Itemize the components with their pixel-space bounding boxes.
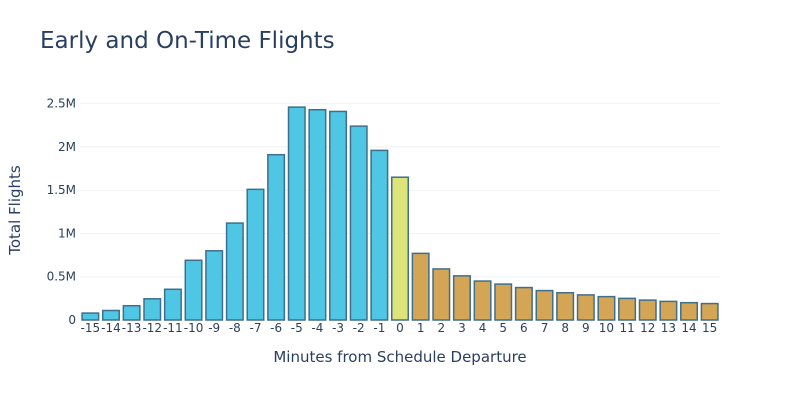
bar[interactable] — [638, 299, 657, 321]
x-axis-title: Minutes from Schedule Departure — [273, 348, 526, 366]
x-tick-label: -11 — [163, 321, 183, 335]
x-tick-label: -6 — [270, 321, 282, 335]
x-tick-label: -10 — [184, 321, 204, 335]
y-tick-label: 2.5M — [47, 97, 76, 111]
bar[interactable] — [329, 110, 348, 321]
x-tick-label: -5 — [291, 321, 303, 335]
bar[interactable] — [184, 259, 203, 321]
x-tick-label: 4 — [479, 321, 487, 335]
x-tick-label: 0 — [396, 321, 404, 335]
bar[interactable] — [432, 268, 451, 321]
bar[interactable] — [287, 106, 306, 321]
x-tick-label: -13 — [122, 321, 142, 335]
bar[interactable] — [308, 108, 327, 321]
bar[interactable] — [535, 289, 554, 321]
x-tick-label: 8 — [561, 321, 569, 335]
x-tick-label: 10 — [599, 321, 614, 335]
bars — [81, 106, 719, 321]
x-tick-label: 5 — [499, 321, 507, 335]
x-tick-label: 2 — [437, 321, 445, 335]
x-tick-label: 6 — [520, 321, 528, 335]
x-tick-label: -8 — [229, 321, 241, 335]
bar[interactable] — [700, 302, 719, 321]
y-axis-ticks: 0 0.5M 1M 1.5M 2M 2.5M — [47, 97, 76, 327]
bar[interactable] — [81, 312, 100, 321]
bar[interactable] — [556, 291, 575, 321]
x-axis-ticks: -15 -14 -13 -12 -11 -10 -9 -8 -7 -6 -5 -4 -3 -2 -1 0 1 2 3… — [81, 321, 718, 335]
bar[interactable] — [411, 252, 430, 321]
x-tick-label: -3 — [332, 321, 344, 335]
bar[interactable] — [390, 176, 410, 321]
y-tick-label: 0.5M — [47, 270, 76, 284]
bar[interactable] — [163, 288, 182, 321]
bar[interactable] — [576, 294, 595, 321]
bar[interactable] — [494, 283, 513, 321]
x-tick-label: -7 — [249, 321, 261, 335]
x-tick-label: -12 — [142, 321, 162, 335]
bar[interactable] — [597, 295, 616, 321]
x-tick-label: 13 — [661, 321, 676, 335]
bar[interactable] — [680, 301, 699, 321]
x-tick-label: 3 — [458, 321, 466, 335]
bar[interactable] — [205, 250, 224, 321]
y-axis-title: Total Flights — [6, 165, 24, 256]
bar[interactable] — [514, 286, 533, 321]
bar[interactable] — [452, 275, 471, 321]
bar[interactable] — [370, 149, 389, 321]
chart-title: Early and On-Time Flights — [40, 28, 335, 54]
x-tick-label: 1 — [417, 321, 425, 335]
x-tick-label: 14 — [681, 321, 696, 335]
bar[interactable] — [659, 300, 678, 321]
x-tick-label: 9 — [582, 321, 590, 335]
bar[interactable] — [473, 280, 492, 321]
y-tick-label: 0 — [68, 313, 76, 327]
bar[interactable] — [122, 304, 141, 321]
y-tick-label: 1M — [58, 226, 76, 240]
bar[interactable] — [225, 222, 244, 321]
x-tick-label: -2 — [353, 321, 365, 335]
bar[interactable] — [246, 188, 265, 321]
x-tick-label: -15 — [81, 321, 101, 335]
x-tick-label: 11 — [619, 321, 634, 335]
x-tick-label: -1 — [373, 321, 385, 335]
x-tick-label: 15 — [702, 321, 717, 335]
y-tick-label: 1.5M — [47, 183, 76, 197]
bar[interactable] — [101, 309, 120, 321]
y-tick-label: 2M — [58, 140, 76, 154]
x-tick-label: 12 — [640, 321, 655, 335]
x-tick-label: -4 — [311, 321, 323, 335]
x-tick-label: -14 — [101, 321, 121, 335]
bar[interactable] — [349, 125, 368, 321]
bar[interactable] — [143, 298, 162, 321]
bar[interactable] — [267, 153, 286, 321]
x-tick-label: -9 — [208, 321, 220, 335]
x-tick-label: 7 — [541, 321, 549, 335]
bar[interactable] — [618, 297, 637, 321]
